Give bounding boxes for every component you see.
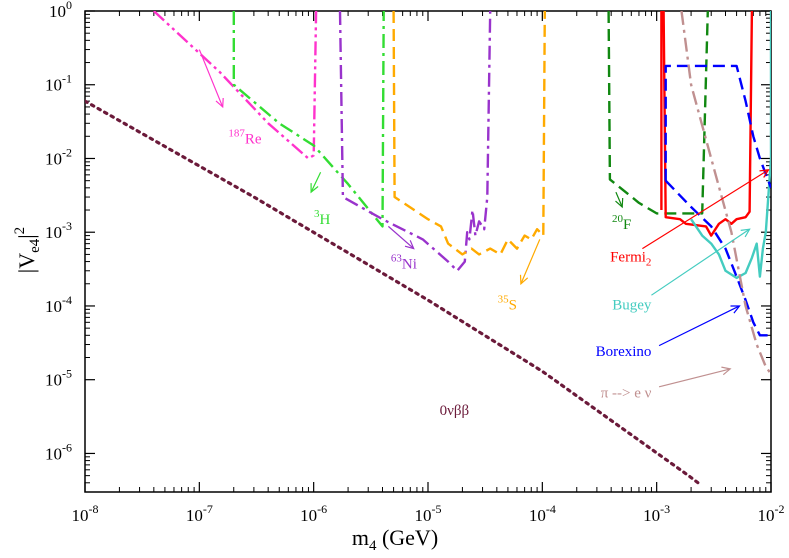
y-tick-label: 100: [49, 0, 72, 21]
y-tick-label: 10-4: [45, 293, 72, 316]
series-borexino: [664, 179, 771, 337]
label-pi-enu: π --> e ν: [601, 386, 652, 402]
y-tick-label: 10-3: [45, 219, 72, 242]
plot-frame: [84, 10, 772, 493]
label-3h-arrow: [310, 172, 322, 193]
label-187re-arrow: [198, 49, 224, 108]
y-tick-label: 10-5: [45, 367, 72, 390]
label-63ni-arrowhead: [404, 240, 415, 250]
x-axis-title: m4 (GeV): [352, 525, 438, 554]
x-tick-label: 10-7: [186, 502, 213, 525]
y-tick-label: 10-2: [45, 145, 72, 168]
series-layer: [85, 11, 771, 485]
label-bugey-arrow: [651, 228, 750, 296]
series-bugey: [690, 11, 771, 280]
label-fermi2-arrowhead: [759, 169, 770, 178]
series-3h: [232, 11, 385, 228]
series-20f: [607, 11, 709, 215]
label-35s: 35S: [498, 293, 517, 313]
label-fermi2: Fermi2: [610, 250, 651, 269]
label-187re-arrowhead: [215, 97, 224, 109]
label-bugey: Bugey: [612, 297, 652, 313]
series-pi-enu: [680, 11, 771, 375]
series-borexino-upper: [664, 64, 771, 189]
axis-ticks: 10-8 10-7 10-6 10-5 10-4 10-3 10-2 10-6 10-5 10-4…: [45, 0, 785, 525]
label-63ni: 63Ni: [391, 253, 417, 273]
x-tick-label: 10-8: [72, 502, 99, 525]
annotation-layer: 0νββ 187Re 3H 63Ni 35S 20F Fermi2 Bugey Borexino…: [198, 49, 770, 419]
x-tick-label: 10-3: [643, 502, 670, 525]
label-35s-arrowhead: [519, 274, 529, 286]
label-pi-enu-arrowhead: [721, 366, 732, 376]
label-20f-arrowhead: [615, 197, 624, 209]
label-35s-arrow: [520, 239, 541, 284]
label-63ni-arrow: [387, 225, 415, 250]
label-187re: 187Re: [228, 127, 262, 147]
y-tick-label: 10-1: [45, 72, 72, 95]
x-tick-label: 10-6: [300, 502, 327, 525]
x-tick-label: 10-4: [529, 502, 556, 525]
label-bugey-arrowhead: [740, 228, 751, 238]
label-borexino-arrowhead: [730, 305, 741, 314]
label-fermi2-arrow: [642, 169, 769, 250]
label-3h-arrowhead: [310, 183, 319, 194]
series-63ni: [338, 11, 492, 272]
label-20f: 20F: [612, 213, 631, 233]
label-pi-enu-arrow: [658, 368, 731, 388]
series-0vbb: [85, 99, 700, 485]
label-0vbb: 0νββ: [440, 403, 470, 419]
x-tick-label: 10-2: [758, 502, 785, 525]
x-tick-label: 10-5: [415, 502, 442, 525]
series-35s: [392, 11, 546, 256]
series-fermi2: [660, 11, 754, 237]
label-borexino-arrow: [658, 305, 740, 347]
series-187re: [152, 11, 318, 160]
y-axis-title: |Ve4|2: [12, 227, 43, 273]
label-borexino: Borexino: [596, 344, 652, 360]
label-20f-arrow: [615, 191, 623, 208]
label-3h: 3H: [314, 208, 331, 228]
y-tick-label: 10-6: [45, 440, 72, 463]
